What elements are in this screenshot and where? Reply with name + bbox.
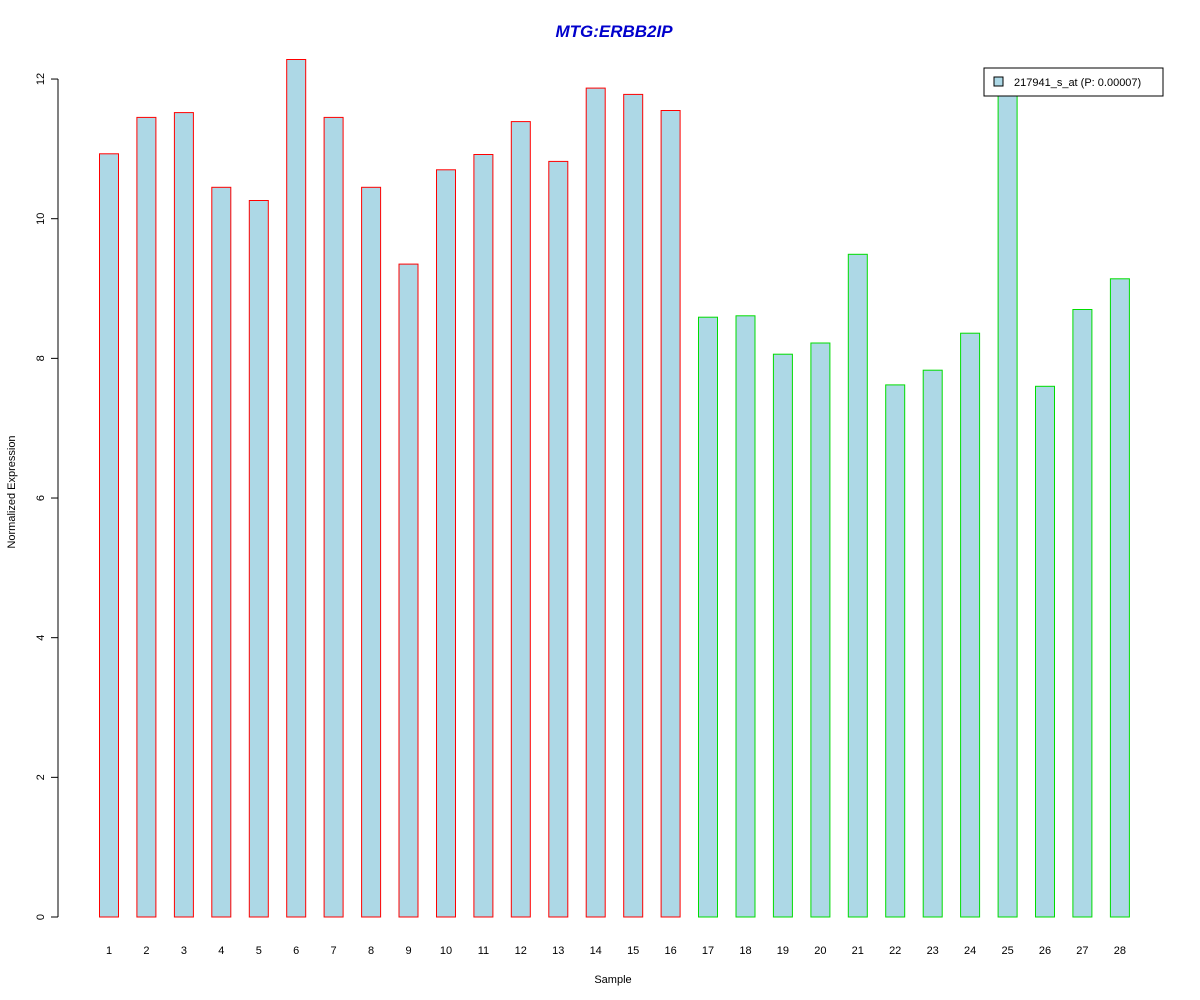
x-axis-label: Sample: [594, 974, 631, 986]
bar: [286, 59, 307, 918]
x-tick-label: 21: [852, 945, 864, 957]
bar: [323, 116, 344, 918]
bar: [885, 384, 906, 918]
bar: [398, 263, 419, 918]
x-tick-label: 11: [478, 945, 489, 957]
y-tick-label: 10: [35, 213, 47, 225]
bar: [997, 94, 1018, 918]
y-tick-label: 8: [35, 355, 47, 361]
x-tick-label: 15: [627, 945, 639, 957]
x-tick-label: 12: [515, 945, 527, 957]
x-tick-label: 9: [405, 945, 411, 957]
bar: [211, 186, 232, 918]
x-tick-label: 22: [889, 945, 901, 957]
legend-box: [983, 67, 1164, 97]
y-axis: 0 2 4 6 8 10 12: [35, 73, 59, 920]
bar: [810, 342, 831, 918]
x-tick-label: 3: [181, 945, 187, 957]
bar: [1072, 309, 1093, 918]
bar: [99, 153, 119, 918]
bar: [548, 160, 569, 918]
y-tick-label: 12: [35, 73, 47, 85]
bar: [1035, 385, 1055, 918]
bar: [922, 369, 943, 918]
x-tick-label: 20: [814, 945, 826, 957]
y-tick-label: 6: [35, 495, 47, 501]
bar: [1109, 278, 1130, 918]
x-tick-label: 26: [1039, 945, 1051, 957]
bar: [510, 121, 531, 918]
x-tick-label: 10: [440, 945, 452, 957]
bar: [772, 353, 793, 918]
bar: [361, 186, 382, 918]
legend-label: 217941_s_at (P: 0.00007): [1014, 77, 1141, 89]
x-tick-label: 17: [702, 945, 714, 957]
x-tick-label: 28: [1114, 945, 1126, 957]
chart-title: MTG:ERBB2IP: [555, 22, 673, 41]
x-tick-label: 18: [739, 945, 751, 957]
x-tick-label: 24: [964, 945, 976, 957]
legend: 217941_s_at (P: 0.00007): [983, 67, 1164, 97]
x-tick-label: 25: [1001, 945, 1013, 957]
x-tick-label: 6: [293, 945, 299, 957]
bar: [436, 169, 456, 918]
bar: [173, 112, 194, 918]
x-tick-label: 8: [368, 945, 374, 957]
y-tick-label: 2: [35, 774, 47, 780]
x-tick-label: 4: [218, 945, 224, 957]
x-tick-label: 23: [927, 945, 939, 957]
bar: [735, 315, 756, 918]
x-tick-label: 19: [777, 945, 789, 957]
bar: [847, 253, 868, 918]
x-tick-label: 2: [143, 945, 149, 957]
x-tick-label: 5: [256, 945, 262, 957]
x-tick-label: 27: [1076, 945, 1088, 957]
y-tick-label: 0: [35, 914, 47, 920]
legend-swatch: [993, 76, 1004, 87]
bar: [248, 200, 269, 918]
x-tick-label: 1: [106, 945, 112, 957]
x-tick-label: 14: [590, 945, 602, 957]
x-tick-label: 16: [664, 945, 676, 957]
bar: [473, 154, 494, 918]
y-axis-label: Normalized Expression: [6, 435, 18, 548]
x-tick-labels: 1 2 3 4 5 6 7 8 9 10 11 12 13 14 15 16 17 18 19 20 21 22 23 24 2…: [106, 945, 1126, 957]
x-tick-label: 13: [552, 945, 564, 957]
bar: [698, 316, 718, 918]
x-tick-label: 7: [331, 945, 337, 957]
bar: [660, 110, 681, 918]
bar: [585, 87, 606, 918]
bars-group: [99, 59, 1130, 918]
y-tick-label: 4: [35, 635, 47, 641]
bar: [623, 93, 644, 918]
bar: [136, 116, 157, 918]
bar: [960, 332, 981, 918]
